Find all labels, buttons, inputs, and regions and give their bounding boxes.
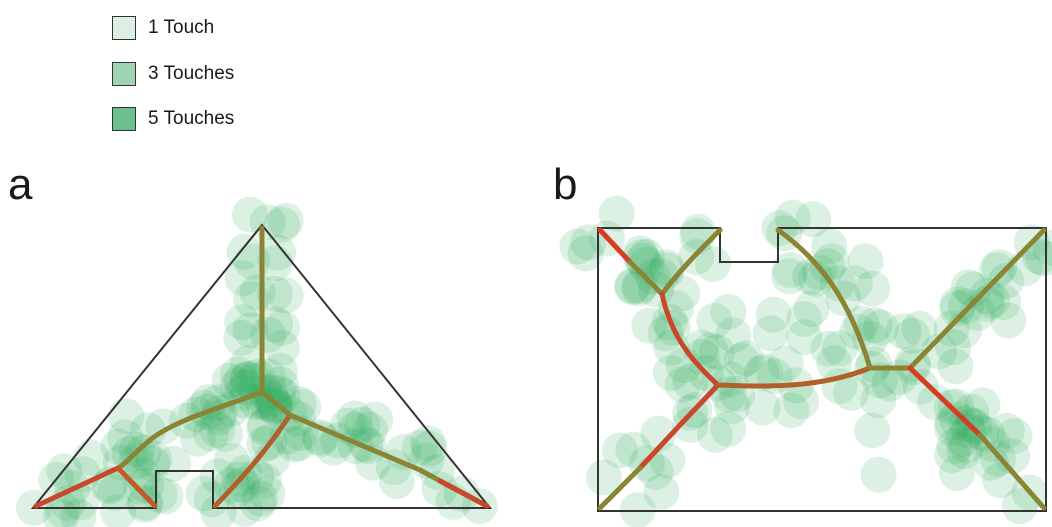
touch-circle (848, 243, 884, 279)
touch-circle (599, 196, 635, 232)
touch-circle (199, 412, 235, 448)
touch-circle (268, 203, 304, 239)
touch-circle (710, 411, 746, 447)
touch-circle (344, 407, 380, 443)
touch-circle (861, 457, 897, 493)
touch-circle (894, 318, 930, 354)
touch-circle (773, 392, 809, 428)
touch-circle (854, 413, 890, 449)
touch-circle (223, 320, 259, 356)
touch-circle (699, 334, 735, 370)
touch-circle (934, 437, 970, 473)
touch-cloud-a (16, 197, 498, 527)
touch-circle (903, 369, 939, 405)
touch-circle (620, 492, 656, 527)
touch-circle (938, 348, 974, 384)
touch-circle (680, 214, 716, 250)
touch-circle (794, 291, 830, 327)
skeleton-b-top-right-branch (910, 230, 1044, 368)
touch-circle (224, 467, 260, 503)
